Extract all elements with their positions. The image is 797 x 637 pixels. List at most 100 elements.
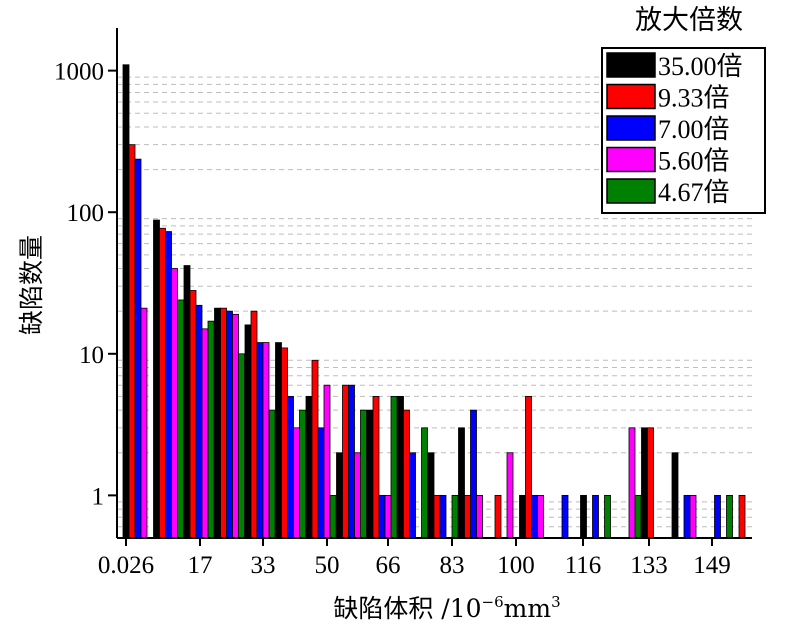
y-axis-title: 缺陷数量 (17, 235, 46, 335)
x-tick-label: 33 (251, 552, 276, 579)
bar (397, 396, 404, 539)
bar (195, 304, 203, 539)
bar (262, 342, 270, 539)
bar (451, 494, 459, 539)
bar (244, 324, 252, 539)
bar (250, 310, 258, 539)
bar (177, 299, 184, 539)
bar (378, 494, 386, 539)
bar (366, 409, 374, 539)
bar (519, 494, 526, 539)
bar (403, 409, 410, 539)
bar (738, 494, 746, 539)
bar (232, 313, 239, 539)
legend-title: 放大倍数 (635, 5, 743, 36)
bar (641, 427, 648, 539)
bar (214, 307, 221, 539)
bar (476, 494, 483, 539)
bar (323, 384, 331, 539)
x-tick-label: 66 (376, 552, 401, 579)
bar (159, 227, 166, 539)
x-axis-title: 缺陷体积 /10−6mm3 (333, 593, 560, 623)
bar (165, 231, 172, 539)
bar (342, 384, 349, 539)
bar (464, 494, 471, 539)
bar (647, 427, 654, 539)
x-tick-label: 149 (693, 552, 731, 579)
axes (116, 28, 752, 539)
bar (336, 452, 343, 539)
bar (726, 494, 733, 539)
y-ticks: 1 10 100 1000 (54, 59, 117, 510)
bar (671, 452, 679, 539)
x-tick-label: 0.026 (98, 552, 154, 579)
bar (256, 342, 264, 539)
legend-label: 7.00倍 (658, 115, 730, 144)
legend-swatch (606, 178, 656, 204)
bar (153, 219, 160, 539)
bar (317, 427, 325, 539)
bar (537, 494, 544, 539)
bar (122, 64, 130, 539)
bar (305, 396, 313, 539)
bar (348, 384, 355, 539)
bar (384, 494, 392, 539)
x-ticks: 0.026 17 33 50 66 83 100 116 133 149 (98, 538, 731, 579)
x-tick-label: 100 (497, 552, 535, 579)
legend-label: 35.00倍 (658, 52, 743, 81)
y-tick-label: 1000 (54, 59, 104, 86)
bar (506, 452, 514, 539)
x-axis-title-main: 缺陷体积 /10 (333, 594, 481, 623)
bar (201, 328, 209, 539)
bar (433, 494, 441, 539)
bar (140, 307, 148, 539)
bar (329, 494, 337, 539)
bar (293, 427, 300, 539)
legend-swatch (606, 52, 656, 78)
bar (390, 396, 398, 539)
bar (714, 494, 721, 539)
bar (226, 310, 233, 539)
bar (439, 494, 447, 539)
x-tick-label: 83 (440, 552, 465, 579)
bar (220, 307, 227, 539)
bar (604, 494, 611, 539)
bar (171, 268, 178, 539)
x-tick-label: 116 (565, 552, 602, 579)
bar (470, 409, 477, 539)
bar (561, 494, 569, 539)
bar (268, 409, 276, 539)
bar (287, 396, 294, 539)
bar (372, 396, 380, 539)
x-axis-title-unit: mm (504, 594, 552, 623)
bar (238, 353, 245, 539)
bar (592, 494, 599, 539)
bar (531, 494, 538, 539)
bar (183, 265, 191, 539)
bar (299, 409, 306, 539)
y-tick-label: 100 (67, 200, 105, 227)
bar (634, 494, 642, 539)
bar (275, 342, 282, 539)
bar (580, 494, 587, 539)
bar (427, 452, 435, 539)
bar (134, 158, 142, 539)
bar (207, 320, 215, 539)
bar (360, 409, 367, 539)
legend-swatch (606, 115, 656, 141)
legend-swatch (606, 146, 656, 173)
bar (683, 494, 691, 539)
bar (311, 359, 319, 539)
x-axis-title-exponent: −6 (482, 593, 504, 611)
y-tick-label: 10 (79, 342, 104, 369)
bar (458, 427, 465, 539)
bar (128, 144, 136, 539)
x-tick-label: 133 (630, 552, 668, 579)
legend-label: 4.67倍 (658, 178, 730, 207)
x-tick-label: 17 (188, 552, 213, 579)
legend-label: 5.60倍 (658, 147, 730, 176)
x-tick-label: 50 (315, 552, 340, 579)
bar (354, 452, 361, 539)
